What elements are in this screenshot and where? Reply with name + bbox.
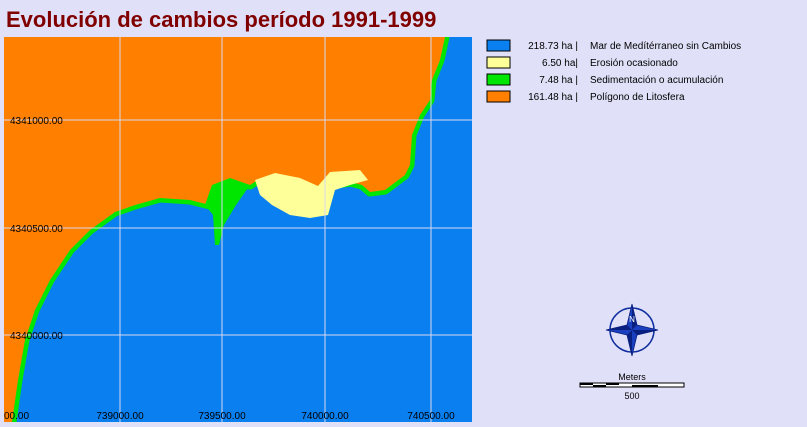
map-title: Evolución de cambios período 1991-1999 xyxy=(6,7,436,32)
scale-label: 500 xyxy=(624,391,639,401)
legend-area: 7.48 ha | xyxy=(539,75,578,86)
erosion-area xyxy=(255,170,368,218)
map-frame: 4341000.00 4340500.00 4340000.00 00.00 7… xyxy=(4,37,472,422)
grid-lines xyxy=(4,37,472,422)
legend-swatch xyxy=(486,39,511,52)
legend-area: 218.73 ha | xyxy=(528,41,578,52)
legend-label: Mar de Medítérraneo sin Cambios xyxy=(590,41,741,52)
x-grid-label: 740500.00 xyxy=(407,411,455,422)
legend-swatch xyxy=(486,56,511,69)
scale-unit: Meters xyxy=(618,372,646,382)
legend-area: 6.50 ha| xyxy=(542,58,578,69)
legend-label: Erosión ocasionado xyxy=(590,58,678,69)
x-grid-label: 739000.00 xyxy=(96,411,144,422)
y-grid-label: 4340500.00 xyxy=(10,224,63,235)
north-arrow: N xyxy=(605,303,659,357)
legend-label: Polígono de Litosfera xyxy=(590,92,685,103)
x-grid-label: 739500.00 xyxy=(198,411,246,422)
north-label: N xyxy=(629,315,635,324)
legend-label: Sedimentación o acumulación xyxy=(590,75,723,86)
y-grid-label: 4340000.00 xyxy=(10,331,63,342)
legend-area: 161.48 ha | xyxy=(528,92,578,103)
scale-bar: Meters 500 xyxy=(579,372,685,401)
y-grid-label: 4341000.00 xyxy=(10,116,63,127)
legend-swatch xyxy=(486,90,511,103)
x-grid-label: 00.00 xyxy=(4,411,29,422)
legend-swatch xyxy=(486,73,511,86)
x-grid-label: 740000.00 xyxy=(301,411,349,422)
legend: 218.73 ha | Mar de Medítérraneo sin Cambi… xyxy=(486,39,741,103)
land xyxy=(4,37,445,422)
